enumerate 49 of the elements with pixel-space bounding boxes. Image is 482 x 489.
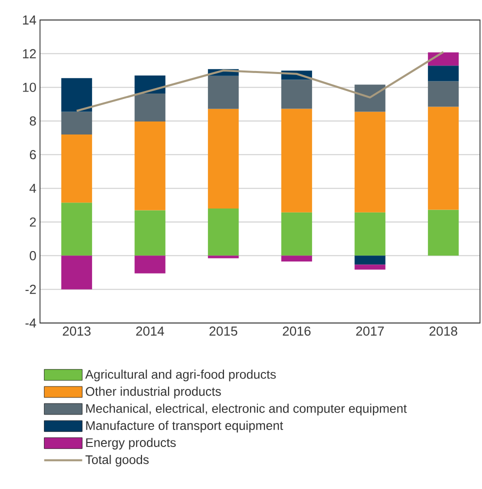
bar <box>61 256 92 290</box>
bar <box>354 112 386 212</box>
y-tick-label: 10 <box>22 82 36 92</box>
bar <box>134 94 166 122</box>
x-tick-label: 2013 <box>62 326 91 336</box>
bar <box>61 78 92 112</box>
y-tick-label: 0 <box>30 251 36 260</box>
bar <box>208 108 239 209</box>
y-tick-label: 8 <box>30 116 36 126</box>
bar <box>281 80 312 109</box>
bar <box>281 256 312 262</box>
legend-label: Agricultural and agri-food products <box>85 370 276 382</box>
bar <box>61 134 92 203</box>
bar <box>208 256 239 258</box>
bar <box>428 210 459 256</box>
y-tick-label: 14 <box>22 16 36 24</box>
y-tick-label: 2 <box>30 217 36 227</box>
bar <box>134 210 166 256</box>
y-tick-label: -2 <box>25 284 36 294</box>
y-tick-label: 4 <box>30 184 36 193</box>
y-tick-label: -4 <box>25 318 36 328</box>
bar <box>134 122 166 210</box>
y-tick-label: 6 <box>30 150 36 160</box>
bar <box>281 108 312 212</box>
bar <box>354 212 386 256</box>
x-tick-label: 2014 <box>136 326 164 336</box>
x-tick-label: 2018 <box>430 326 458 336</box>
bar <box>354 264 386 270</box>
x-tick-label: 2017 <box>356 326 384 336</box>
bar <box>208 76 239 109</box>
legend-label: Other industrial products <box>86 386 221 398</box>
legend-label: Manufacture of transport equipment <box>86 420 284 432</box>
bar <box>61 202 92 256</box>
bar <box>134 76 166 94</box>
x-tick-label: 2015 <box>210 326 238 336</box>
y-tick-label: 12 <box>22 49 36 58</box>
bar <box>428 81 459 107</box>
legend-label: Total goods <box>85 454 149 467</box>
bar <box>208 208 239 256</box>
legend-label: Energy products <box>86 438 176 450</box>
x-tick-label: 2016 <box>282 326 311 336</box>
bar <box>428 106 459 210</box>
bar <box>354 256 386 265</box>
bar <box>61 112 92 134</box>
bar <box>428 66 459 82</box>
legend-label: Mechanical, electrical, electronic and computer equipment <box>86 404 407 416</box>
bar <box>354 84 386 112</box>
bar <box>281 212 312 256</box>
bar <box>134 256 166 274</box>
